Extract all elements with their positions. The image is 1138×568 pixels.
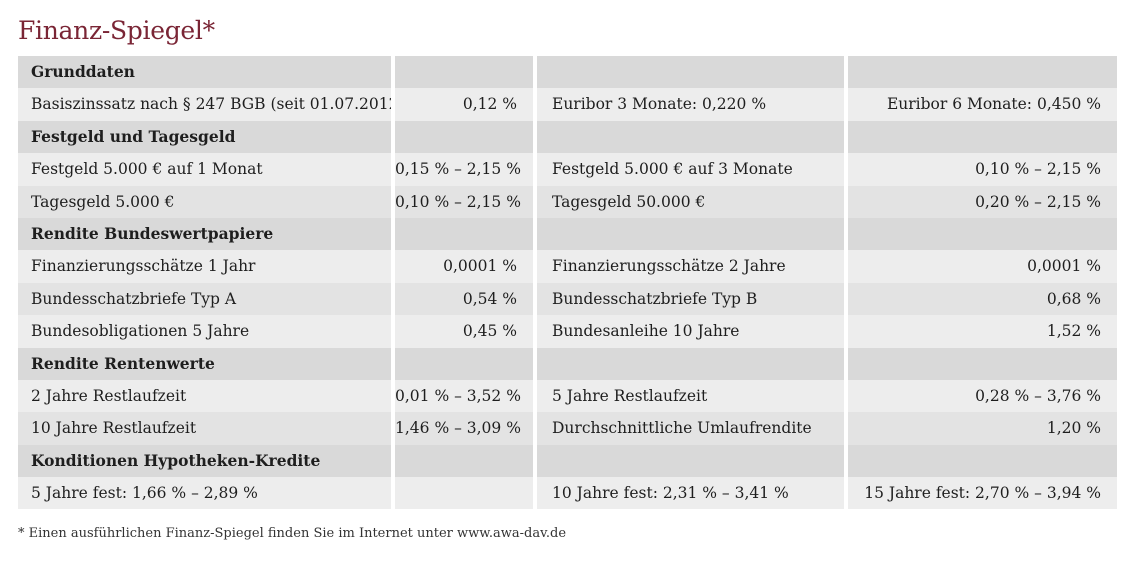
header-blank-cell xyxy=(537,120,848,154)
row-label-right: Bundesschatzbriefe Typ B xyxy=(537,282,848,316)
table-row: 5 Jahre fest: 1,66 % – 2,89 % 10 Jahre f… xyxy=(18,477,1117,510)
row-label-left: Basiszinssatz nach § 247 BGB (seit 01.07… xyxy=(18,88,395,121)
row-label-right: Euribor 3 Monate: 0,220 % xyxy=(537,88,848,121)
row-value-right: 1,52 % xyxy=(848,315,1117,348)
row-label-left: 5 Jahre fest: 1,66 % – 2,89 % xyxy=(18,477,395,510)
row-value-left: 0,01 % – 3,52 % xyxy=(395,379,537,413)
header-blank-cell xyxy=(395,444,537,478)
header-blank-cell xyxy=(395,120,537,154)
row-label-left: 10 Jahre Restlaufzeit xyxy=(18,412,395,445)
header-blank-cell xyxy=(537,217,848,251)
row-label-right: 10 Jahre fest: 2,31 % – 3,41 % xyxy=(537,477,848,510)
row-value-right: 0,20 % – 2,15 % xyxy=(848,185,1117,218)
row-label-left: Bundesschatzbriefe Typ A xyxy=(18,282,395,316)
row-value-left: 0,45 % xyxy=(395,315,537,348)
page-title: Finanz-Spiegel* xyxy=(18,14,215,48)
row-value-right: 15 Jahre fest: 2,70 % – 3,94 % xyxy=(848,477,1117,510)
row-value-left: 0,12 % xyxy=(395,88,537,121)
header-blank-cell xyxy=(395,347,537,380)
row-value-left: 0,0001 % xyxy=(395,250,537,283)
row-value-left: 0,15 % – 2,15 % xyxy=(395,153,537,186)
table-row: Tagesgeld 5.000 € 0,10 % – 2,15 % Tagesg… xyxy=(18,185,1117,218)
row-label-right: Festgeld 5.000 € auf 3 Monate xyxy=(537,153,848,186)
table-row: 2 Jahre Restlaufzeit 0,01 % – 3,52 % 5 J… xyxy=(18,379,1117,413)
row-value-right: 0,0001 % xyxy=(848,250,1117,283)
row-label-left: Finanzierungsschätze 1 Jahr xyxy=(18,250,395,283)
row-value-left: 0,54 % xyxy=(395,282,537,316)
table-row: Bundesschatzbriefe Typ A 0,54 % Bundessc… xyxy=(18,282,1117,316)
header-blank-cell xyxy=(537,444,848,478)
row-value-right: 0,68 % xyxy=(848,282,1117,316)
section-heading: Rendite Bundeswertpapiere xyxy=(18,217,395,251)
table-row: Festgeld 5.000 € auf 1 Monat 0,15 % – 2,… xyxy=(18,153,1117,186)
row-value-right: 0,28 % – 3,76 % xyxy=(848,379,1117,413)
section-header-row: Rendite Bundeswertpapiere xyxy=(18,217,1117,251)
header-blank-cell xyxy=(395,217,537,251)
header-blank-cell xyxy=(537,347,848,380)
footnote: * Einen ausführlichen Finanz-Spiegel fin… xyxy=(18,526,567,541)
section-heading: Konditionen Hypotheken-Kredite xyxy=(18,444,395,478)
row-value-right: Euribor 6 Monate: 0,450 % xyxy=(848,88,1117,121)
section-heading: Festgeld und Tagesgeld xyxy=(18,120,395,154)
header-blank-cell xyxy=(848,444,1117,478)
header-blank-cell xyxy=(537,56,848,89)
title-text: Finanz-Spiegel xyxy=(18,16,203,45)
section-header-row: Festgeld und Tagesgeld xyxy=(18,120,1117,154)
row-value-left: 1,46 % – 3,09 % xyxy=(395,412,537,445)
section-header-row: Grunddaten xyxy=(18,56,1117,89)
section-header-row: Rendite Rentenwerte xyxy=(18,347,1117,380)
header-blank-cell xyxy=(395,56,537,89)
finance-table: Grunddaten Basiszinssatz nach § 247 BGB … xyxy=(18,56,1117,510)
section-heading: Grunddaten xyxy=(18,56,395,89)
row-label-right: Bundesanleihe 10 Jahre xyxy=(537,315,848,348)
header-blank-cell xyxy=(848,120,1117,154)
row-label-left: 2 Jahre Restlaufzeit xyxy=(18,379,395,413)
section-header-row: Konditionen Hypotheken-Kredite xyxy=(18,444,1117,478)
row-label-right: Tagesgeld 50.000 € xyxy=(537,185,848,218)
section-heading: Rendite Rentenwerte xyxy=(18,347,395,380)
row-value-left xyxy=(395,477,537,510)
table-row: 10 Jahre Restlaufzeit 1,46 % – 3,09 % Du… xyxy=(18,412,1117,445)
title-footnote-marker: * xyxy=(202,16,216,45)
table-row: Finanzierungsschätze 1 Jahr 0,0001 % Fin… xyxy=(18,250,1117,283)
row-label-right: Finanzierungsschätze 2 Jahre xyxy=(537,250,848,283)
row-label-left: Tagesgeld 5.000 € xyxy=(18,185,395,218)
row-value-right: 0,10 % – 2,15 % xyxy=(848,153,1117,186)
row-value-left: 0,10 % – 2,15 % xyxy=(395,185,537,218)
table-row: Bundesobligationen 5 Jahre 0,45 % Bundes… xyxy=(18,315,1117,348)
row-label-right: 5 Jahre Restlaufzeit xyxy=(537,379,848,413)
row-label-left: Festgeld 5.000 € auf 1 Monat xyxy=(18,153,395,186)
row-value-right: 1,20 % xyxy=(848,412,1117,445)
row-label-left: Bundesobligationen 5 Jahre xyxy=(18,315,395,348)
header-blank-cell xyxy=(848,56,1117,89)
table-row: Basiszinssatz nach § 247 BGB (seit 01.07… xyxy=(18,88,1117,121)
header-blank-cell xyxy=(848,347,1117,380)
row-label-right: Durchschnittliche Umlaufrendite xyxy=(537,412,848,445)
header-blank-cell xyxy=(848,217,1117,251)
